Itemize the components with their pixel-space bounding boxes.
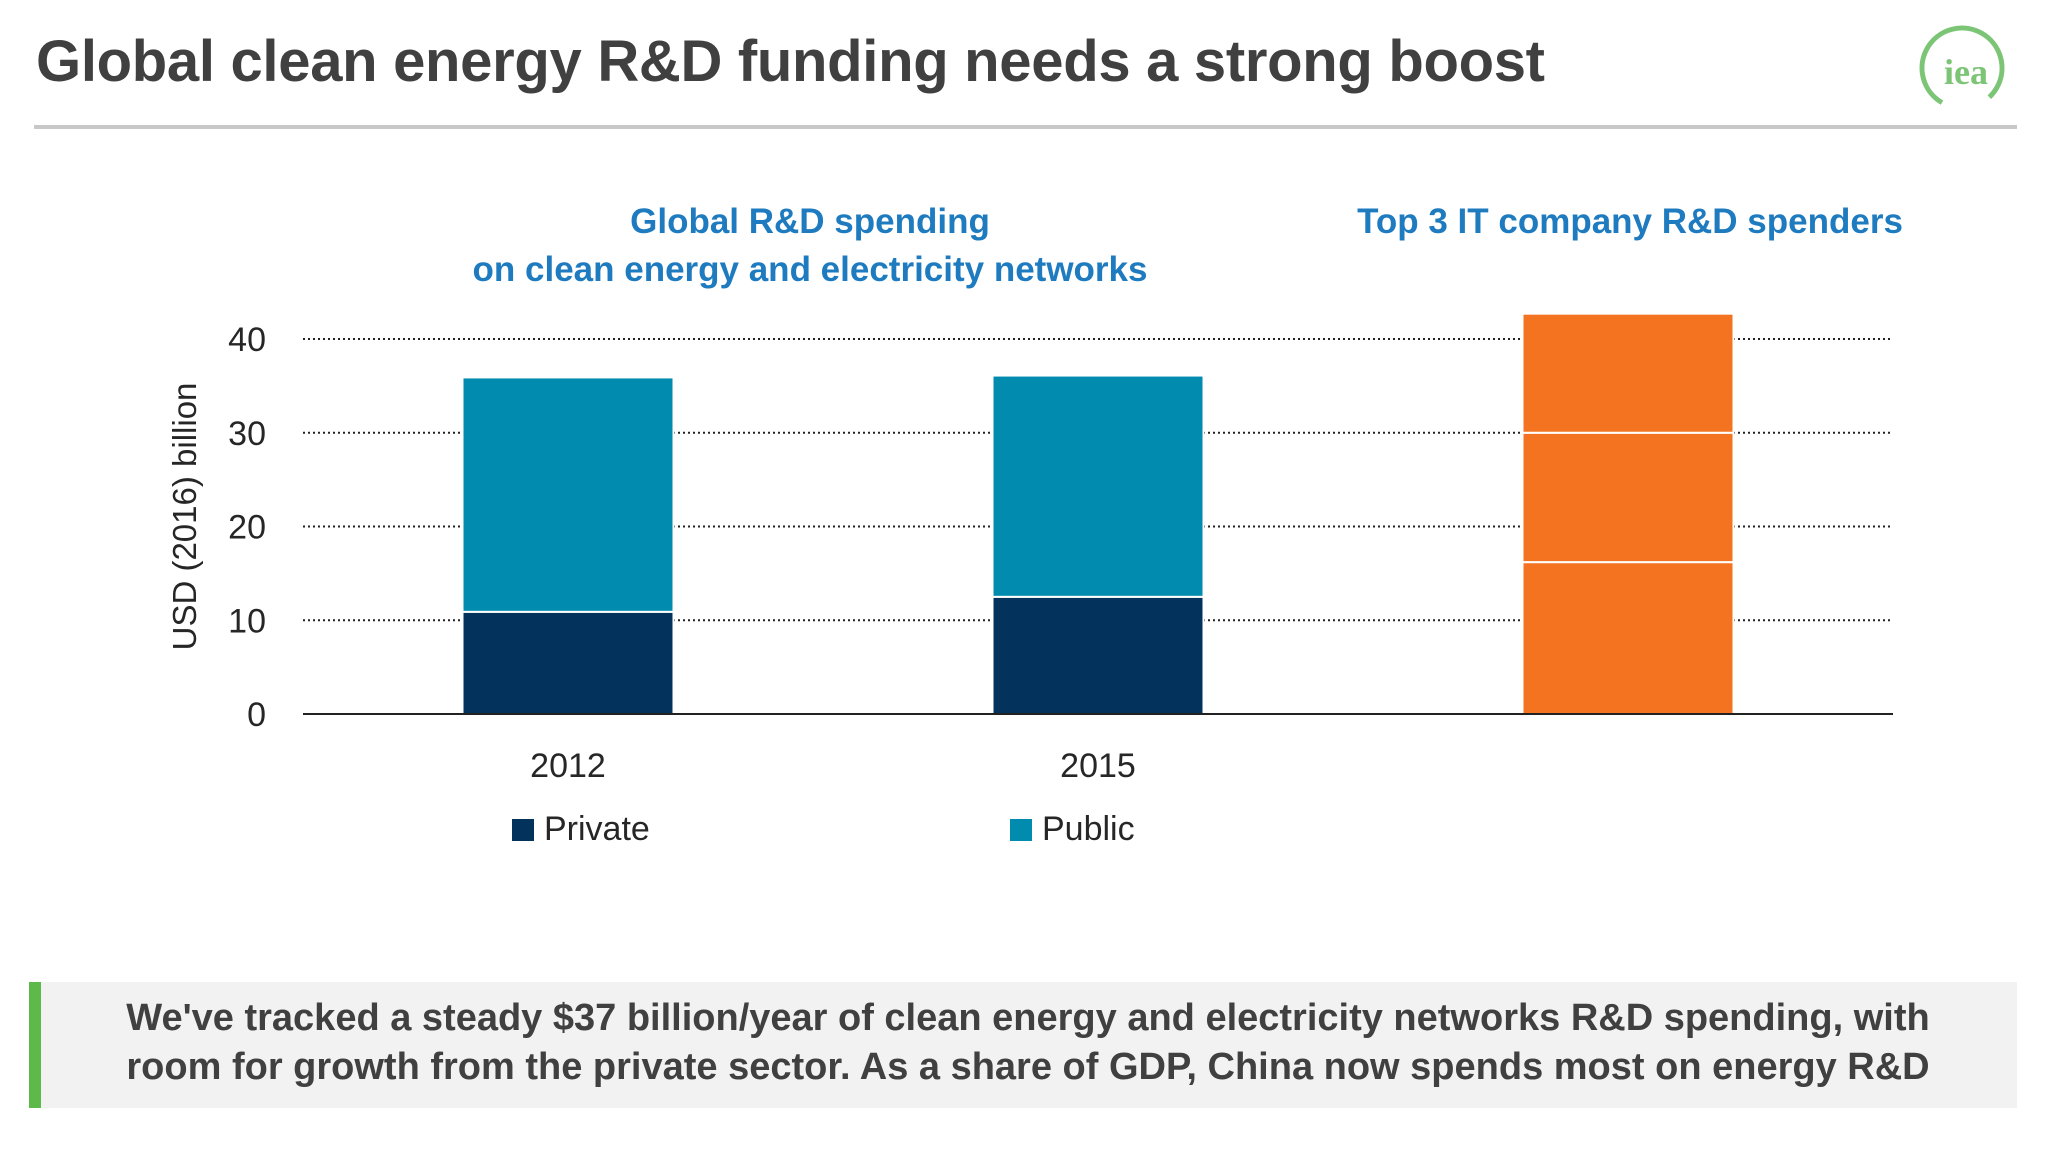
bar-segment-0-1: [461, 376, 675, 613]
iea-logo-icon: iea: [1916, 22, 2008, 114]
y-tick-label-10: 10: [228, 602, 266, 640]
right-panel-heading: Top 3 IT company R&D spenders: [1340, 198, 1920, 246]
x-tick-label-2012: 2012: [530, 747, 606, 785]
message-accent-bar: [29, 982, 41, 1108]
bar-segment-2-2: [1521, 561, 1735, 715]
bar-segment-2-4: [1521, 312, 1735, 434]
key-message-line-2: room for growth from the private sector.…: [126, 1046, 1930, 1088]
left-panel-heading-line-1: Global R&D spending: [630, 202, 990, 241]
right-panel-heading-line-1: Top 3 IT company R&D spenders: [1357, 202, 1903, 241]
page-title: Global clean energy R&D funding needs a …: [36, 29, 1545, 94]
legend-label-private: Private: [544, 810, 650, 848]
y-tick-label-0: 0: [247, 696, 266, 734]
legend-item-private: Private: [512, 810, 650, 849]
key-message-line-1: We've tracked a steady $37 billion/year …: [126, 997, 1930, 1039]
legend-item-public: Public: [1010, 810, 1135, 849]
legend-swatch-public: [1010, 818, 1032, 841]
x-tick-label-2015: 2015: [1060, 747, 1136, 785]
bar-segment-1-0: [991, 595, 1205, 715]
legend-label-public: Public: [1042, 810, 1135, 848]
y-tick-label-40: 40: [228, 321, 266, 359]
logo-text: iea: [1944, 52, 1988, 92]
y-tick-label-30: 30: [228, 415, 266, 453]
key-message: We've tracked a steady $37 billion/year …: [69, 994, 1987, 1092]
title-divider: [34, 125, 2017, 129]
y-axis-title: USD (2016) billion: [166, 383, 203, 651]
bar-segment-2-3: [1521, 431, 1735, 564]
bar-segment-0-0: [461, 610, 675, 715]
left-panel-heading-line-2: on clean energy and electricity networks: [472, 250, 1148, 289]
y-tick-label-20: 20: [228, 509, 266, 547]
legend-swatch-private: [512, 818, 534, 841]
bar-segment-1-1: [991, 374, 1205, 598]
key-message-box: We've tracked a steady $37 billion/year …: [29, 982, 2017, 1108]
left-panel-heading: Global R&D spending on clean energy and …: [380, 198, 1240, 294]
